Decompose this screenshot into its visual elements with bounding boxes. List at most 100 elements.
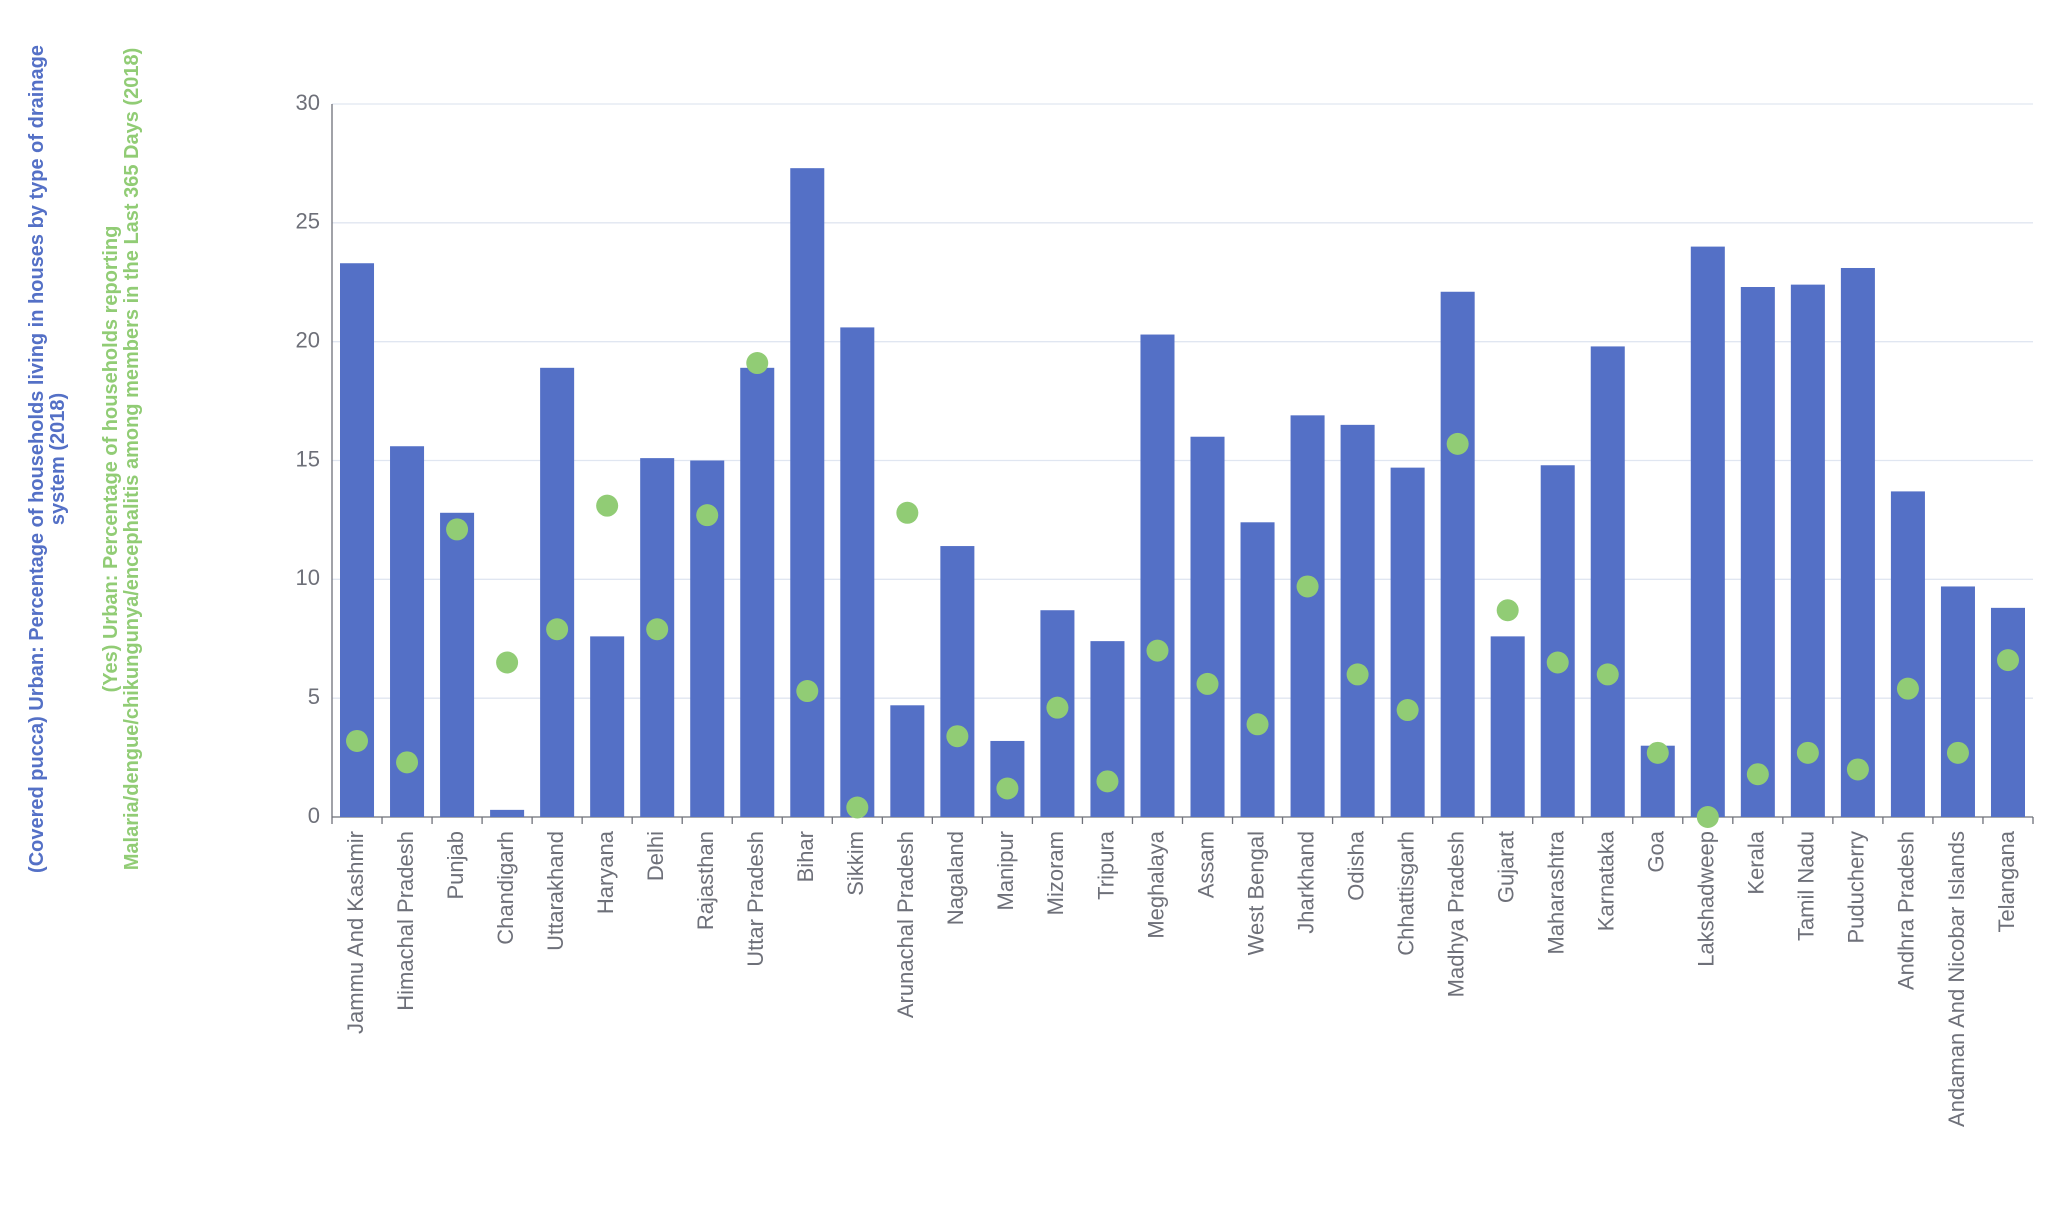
y-tick-label: 5 [308, 684, 320, 709]
bar [1440, 291, 1475, 817]
dot [946, 725, 969, 748]
dot [1746, 763, 1769, 786]
bar [590, 636, 625, 817]
dot [1296, 575, 1319, 598]
y-axis-title: (Covered pucca) Urban: Percentage of hou… [26, 45, 69, 873]
x-tick-label: Meghalaya [1143, 830, 1168, 938]
dot [546, 618, 569, 641]
dot [1046, 696, 1069, 719]
y-tick-label: 0 [308, 803, 320, 828]
y-tick-label: 15 [296, 446, 320, 471]
dot [1546, 651, 1569, 674]
bar [1240, 522, 1275, 817]
x-tick-label: Goa [1644, 830, 1669, 872]
bar [1590, 346, 1625, 817]
x-tick-label: Nagaland [943, 831, 968, 925]
dot [896, 501, 919, 524]
x-tick-label: Chhattisgarh [1393, 831, 1418, 956]
dot [1196, 672, 1219, 695]
dot [746, 352, 769, 375]
dot [1696, 806, 1719, 828]
bar [890, 705, 925, 817]
y-tick-label: 20 [296, 327, 320, 352]
dot [1496, 599, 1519, 622]
x-tick-label: Punjab [443, 831, 468, 900]
x-tick-label: Arunachal Pradesh [893, 831, 918, 1018]
bar [1890, 491, 1925, 817]
x-tick-label: West Bengal [1243, 831, 1268, 955]
bar [840, 327, 875, 817]
bar [740, 367, 775, 817]
bar [1490, 636, 1525, 817]
dot [1796, 741, 1819, 764]
bar [1840, 267, 1875, 817]
bar [1790, 284, 1825, 817]
x-tick-label: Haryana [593, 830, 618, 914]
dot [1146, 639, 1169, 662]
dot [1896, 677, 1919, 700]
bar [1690, 246, 1725, 818]
dot [1996, 649, 2019, 672]
y-tick-label: 10 [296, 565, 320, 590]
dot [1346, 663, 1369, 686]
bar [1740, 287, 1775, 818]
dot [496, 651, 519, 674]
x-tick-label: Odisha [1343, 830, 1368, 900]
bar [1390, 467, 1425, 817]
x-tick-label: Jammu And Kashmir [343, 831, 368, 1034]
dot [1846, 758, 1869, 781]
x-tick-label: Telangana [1994, 830, 2019, 932]
dot [1596, 663, 1619, 686]
x-tick-label: Rajasthan [693, 831, 718, 930]
bar [940, 546, 975, 817]
dot [596, 494, 619, 517]
bar [790, 168, 825, 818]
x-tick-label: Madhya Pradesh [1443, 831, 1468, 997]
dot [396, 751, 419, 774]
x-tick-label: Uttarakhand [543, 831, 568, 951]
bar [1140, 334, 1175, 817]
bar [490, 809, 525, 817]
x-tick-label: Puducherry [1844, 831, 1869, 944]
dot [846, 796, 869, 819]
x-tick-label: Lakshadweep [1694, 831, 1719, 967]
dot [796, 680, 819, 703]
x-tick-label: Himachal Pradesh [393, 831, 418, 1011]
x-tick-label: Gujarat [1494, 831, 1519, 903]
dot [1646, 741, 1669, 764]
x-tick-label: Sikkim [843, 831, 868, 896]
x-tick-label: Karnataka [1594, 830, 1619, 931]
x-tick-label: Manipur [993, 831, 1018, 910]
bar [1190, 436, 1225, 817]
bar [1340, 424, 1375, 817]
dot [646, 618, 669, 641]
x-tick-label: Tamil Nadu [1794, 831, 1819, 941]
bar [1990, 607, 2025, 817]
y-axis-title: (Yes) Urban: Percentage of households re… [100, 47, 143, 871]
x-tick-label: Chandigarh [493, 831, 518, 945]
bar [540, 367, 575, 817]
y-tick-label: 30 [296, 90, 320, 115]
x-tick-label: Andhra Pradesh [1894, 831, 1919, 990]
bar [440, 512, 475, 817]
dot [346, 729, 369, 752]
bar [1940, 586, 1975, 817]
x-tick-label: Assam [1193, 831, 1218, 898]
x-tick-label: Bihar [793, 831, 818, 882]
x-tick-label: Jharkhand [1293, 831, 1318, 934]
dot [446, 518, 469, 541]
dot [1446, 432, 1469, 455]
dot [1946, 741, 1969, 764]
x-tick-label: Delhi [643, 831, 668, 881]
x-tick-label: Kerala [1744, 830, 1769, 894]
bar [1540, 465, 1575, 817]
dot [1396, 699, 1419, 722]
x-tick-label: Maharashtra [1544, 830, 1569, 954]
x-tick-label: Uttar Pradesh [743, 831, 768, 967]
dot [1246, 713, 1269, 736]
x-tick-label: Tripura [1093, 830, 1118, 900]
x-tick-label: Mizoram [1043, 831, 1068, 915]
dot [696, 504, 719, 527]
dot [996, 777, 1019, 800]
